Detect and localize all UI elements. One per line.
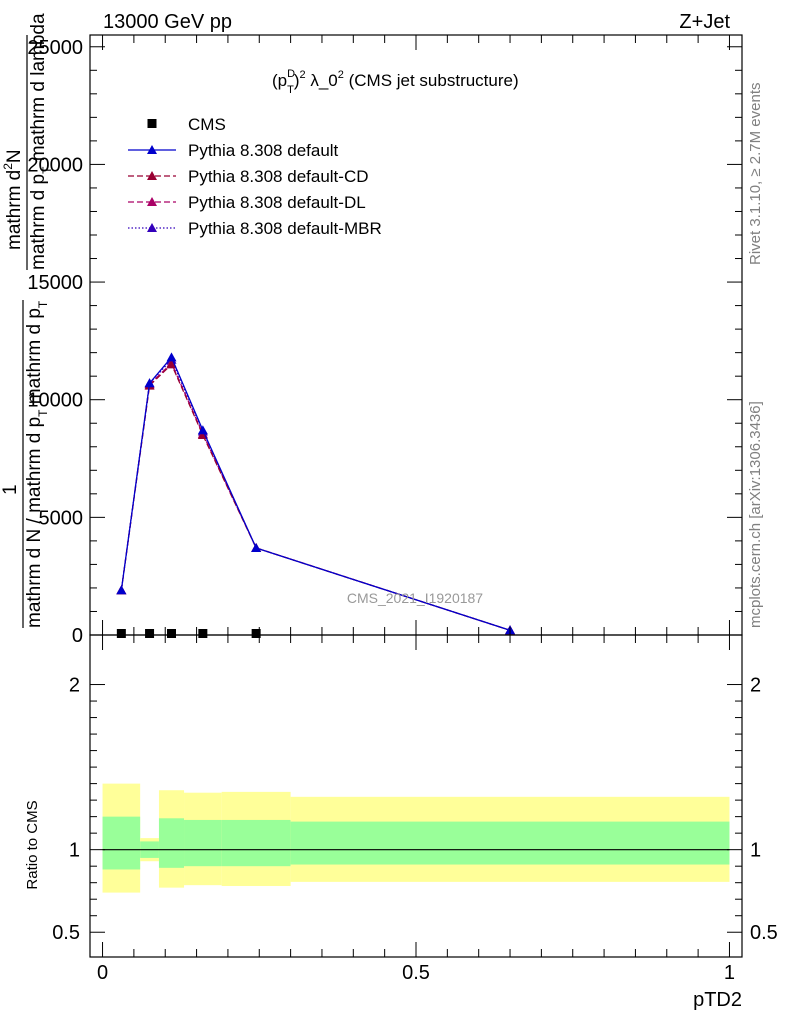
ylabel-numerator: mathrm d2N: [1, 149, 25, 250]
series-point: [197, 425, 208, 435]
ylabel-lower-denominator: mathrm d N / mathrm d pT mathrm d pT: [24, 300, 50, 628]
header-energy-label: 13000 GeV pp: [103, 11, 232, 33]
plot-title-mid-sup: 2: [338, 69, 344, 81]
legend-label: Pythia 8.308 default-MBR: [188, 219, 382, 238]
legend-label: CMS: [188, 115, 226, 134]
ylabel-denominator: mathrm d pT mathrm d lambda: [28, 13, 54, 270]
legend-label: Pythia 8.308 default-CD: [188, 167, 369, 186]
analysis-watermark: CMS_2021_I1920187: [347, 590, 483, 606]
series-point: [166, 359, 177, 369]
ratio-y-tick-label: 1: [69, 840, 80, 862]
cms-data-point: [167, 629, 176, 638]
ylabel-lower-sub: T: [36, 409, 50, 417]
cms-data-point: [198, 629, 208, 638]
x-tick-label: 0.5: [402, 962, 430, 984]
y-tick-label: 10000: [27, 390, 83, 412]
plot-title-paren-close: ): [294, 71, 300, 90]
ylabel-numerator-sup: 2: [1, 163, 15, 170]
ylabel-lower-a: mathrm d N / mathrm d p: [24, 417, 45, 628]
legend-marker: [147, 171, 157, 180]
legend-label: Pythia 8.308 default-DL: [188, 193, 366, 212]
series-point: [116, 585, 127, 595]
ratio-y-axis-label: Ratio to CMS: [24, 800, 41, 889]
legend-marker: [147, 119, 157, 128]
legend-label: Pythia 8.308 default: [188, 141, 339, 160]
cms-data-point: [251, 629, 261, 638]
header-process-label: Z+Jet: [679, 11, 730, 33]
plot-title-tail: (CMS jet substructure): [344, 71, 519, 90]
ratio-band-inner: [290, 821, 730, 865]
x-tick-label: 1: [724, 962, 735, 984]
plot-title-pre: (p: [272, 71, 287, 90]
plot-title-sup: D: [287, 68, 295, 80]
ratio-y-tick-label-right: 0.5: [750, 922, 778, 944]
cms-data-point: [145, 629, 155, 638]
ratio-band-inner: [158, 818, 185, 868]
ratio-band-inner: [184, 819, 222, 867]
mcplots-label: mcplots.cern.ch [arXiv:1306.3436]: [747, 401, 764, 628]
ylabel-denominator-sub: T: [40, 166, 54, 174]
series-line: [120, 358, 511, 631]
legend-marker: [147, 145, 157, 154]
series-point: [144, 378, 155, 388]
ratio-band-inner: [221, 819, 291, 867]
legend-marker: [147, 223, 157, 232]
plot-title-mid: λ_0: [306, 71, 338, 90]
ylabel-denominator-a: mathrm d p: [28, 174, 49, 270]
y-tick-label: 25000: [27, 37, 83, 59]
series-point: [166, 352, 177, 362]
y-tick-label: 15000: [27, 272, 83, 294]
main-y-axis-label: mathrm d2N mathrm d pT mathrm d lambda 1…: [0, 13, 54, 628]
y-tick-label: 0: [72, 625, 83, 647]
series-point: [251, 542, 262, 552]
ylabel-one: 1: [0, 484, 21, 495]
ratio-y-tick-label: 2: [69, 675, 80, 697]
ratio-plot-axes: 0 0.5 1 0.5 0.5 1 1 2 2: [52, 634, 778, 984]
series-line: [120, 356, 511, 631]
ratio-y-tick-label-right: 2: [750, 675, 761, 697]
legend-marker: [147, 197, 157, 206]
y-tick-label: 20000: [27, 154, 83, 176]
x-tick-label: 0: [97, 962, 108, 984]
main-plot-axes: 0 5000 10000 15000 20000 25000: [27, 34, 743, 647]
x-axis-label: pTD2: [693, 989, 742, 1011]
ylabel-lower-sub2: T: [36, 300, 50, 308]
ylabel-denominator-tail: mathrm d lambda: [28, 13, 49, 167]
ratio-uncertainty-bands: [102, 783, 730, 893]
ylabel-numerator-a: mathrm d: [4, 170, 25, 250]
ratio-band-inner: [102, 816, 141, 870]
ratio-y-tick-label-right: 1: [750, 840, 761, 862]
ratio-y-tick-label: 0.5: [52, 922, 80, 944]
ylabel-lower-b: mathrm d p: [24, 308, 45, 409]
legend: CMS Pythia 8.308 default Pythia 8.308 defa…: [128, 115, 382, 238]
cms-data-point: [116, 629, 126, 638]
y-tick-label: 5000: [39, 507, 84, 529]
rivet-version-label: Rivet 3.1.10, ≥ 2.7M events: [747, 83, 764, 266]
ylabel-numerator-b: N: [4, 149, 25, 163]
plot-title-sub: T: [287, 84, 294, 96]
plot-title: (pD T)2 λ_02 (CMS jet substructure): [272, 68, 519, 96]
plot-title-exp: 2: [299, 69, 305, 81]
